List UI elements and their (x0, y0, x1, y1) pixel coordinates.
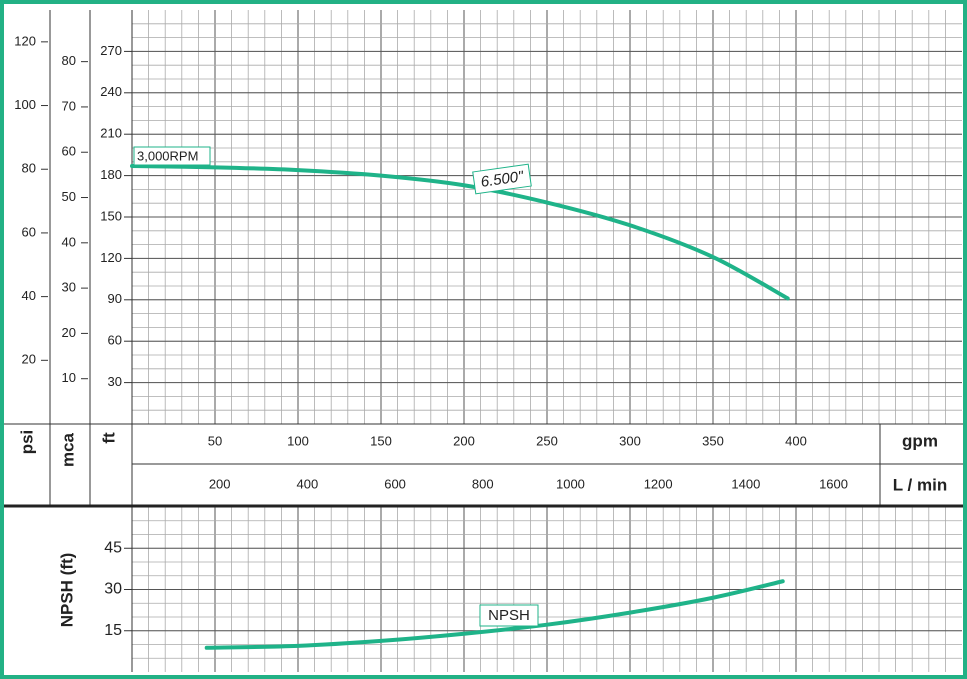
y2-tick-label: 120 (14, 33, 36, 48)
x-tick-label: 250 (536, 433, 558, 448)
npsh-axis-label: NPSH (ft) (57, 553, 76, 628)
x-tick-label: 200 (453, 433, 475, 448)
y3-tick-label: 40 (62, 234, 76, 249)
y2-tick-label: 40 (22, 288, 36, 303)
y3-tick-label: 30 (62, 280, 76, 295)
mca-label: mca (58, 432, 77, 467)
x-tick-label: 300 (619, 433, 641, 448)
label-box (472, 163, 532, 195)
x-tick-label: 400 (785, 433, 807, 448)
x-tick-label: 350 (702, 433, 724, 448)
y-tick-label: 30 (104, 581, 122, 598)
y-tick-label: 120 (100, 250, 122, 265)
y2-tick-label: 60 (22, 224, 36, 239)
ft-label: ft (99, 432, 118, 444)
x2-tick-label: 400 (297, 476, 319, 491)
x2-tick-label: 1000 (556, 476, 585, 491)
x2-tick-label: 1600 (819, 476, 848, 491)
y-tick-label: 15 (104, 622, 122, 639)
y-tick-label: 30 (108, 374, 122, 389)
speed-label: 3,000RPM (137, 148, 198, 163)
y2-tick-label: 20 (22, 352, 36, 367)
psi-label: psi (17, 430, 36, 455)
x-tick-label: 50 (208, 433, 222, 448)
y-tick-label: 240 (100, 84, 122, 99)
grid (132, 10, 962, 672)
y-tick-label: 180 (100, 167, 122, 182)
y3-tick-label: 50 (62, 189, 76, 204)
x2-tick-label: 1400 (731, 476, 760, 491)
curve-name: 6.500" (480, 168, 525, 191)
curve (130, 163, 790, 301)
y3-tick-label: 70 (62, 98, 76, 113)
y2-tick-label: 80 (22, 161, 36, 176)
y-tick-label: 60 (108, 333, 122, 348)
y-tick-label: 45 (104, 539, 122, 556)
x2-tick-label: 1200 (644, 476, 673, 491)
x2-tick-label: 200 (209, 476, 231, 491)
y3-tick-label: 60 (62, 144, 76, 159)
x2-tick-label: 600 (384, 476, 406, 491)
y-tick-label: 210 (100, 126, 122, 141)
x-tick-label: 100 (287, 433, 309, 448)
curve (204, 579, 785, 650)
x-tick-label: 150 (370, 433, 392, 448)
curve-name: NPSH (488, 607, 530, 624)
x2-tick-label: 800 (472, 476, 494, 491)
lmin-label: L / min (893, 475, 947, 494)
label-box (479, 604, 539, 627)
y-tick-label: 150 (100, 208, 122, 223)
y2-tick-label: 100 (14, 97, 36, 112)
y-tick-label: 90 (108, 291, 122, 306)
y3-tick-label: 80 (62, 53, 76, 68)
gpm-label: gpm (902, 431, 938, 450)
y3-tick-label: 20 (62, 325, 76, 340)
y-tick-label: 270 (100, 43, 122, 58)
y3-tick-label: 10 (62, 370, 76, 385)
label-box (133, 146, 211, 166)
curve-label: 6.500" (472, 163, 532, 195)
